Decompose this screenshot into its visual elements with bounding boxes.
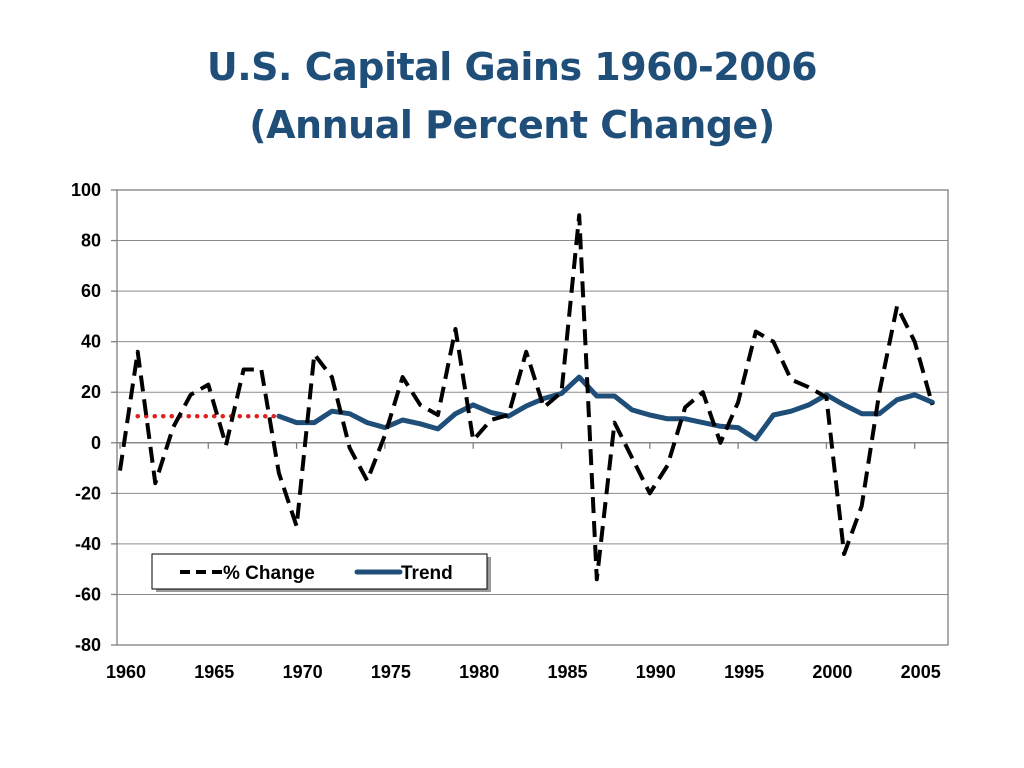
legend-label-trend: Trend [401,563,453,584]
y-tick-label: -60 [75,584,101,604]
legend-box [151,553,488,590]
y-tick-label: -80 [75,635,101,655]
x-tick-label: 1985 [547,662,587,682]
x-tick-label: 1965 [194,662,234,682]
y-tick-label: -40 [75,534,101,554]
x-tick-label: 2005 [901,662,941,682]
chart-title-line-2: (Annual Percent Change) [249,103,775,147]
legend-label-percent-change: % Change [223,563,315,584]
y-tick-label: 0 [91,433,101,453]
legend: % Change Trend [151,553,491,592]
y-tick-label: 80 [81,231,101,251]
y-tick-label: 40 [81,332,101,352]
y-tick-label: 100 [71,180,101,200]
x-tick-label: 1995 [724,662,764,682]
series-line-trend [276,374,935,442]
y-tick-label: 60 [81,281,101,301]
x-tick-label: 1970 [283,662,323,682]
x-tick-label: 2000 [812,662,852,682]
plot-area-frame [116,189,949,646]
chart-title: U.S. Capital Gains 1960-2006 (Annual Per… [0,38,1024,154]
x-tick-label: 1980 [459,662,499,682]
series-line-change [118,213,935,582]
chart-title-line-1: U.S. Capital Gains 1960-2006 [206,45,818,89]
y-tick-label: -20 [75,483,101,503]
x-tick-label: 1960 [106,662,146,682]
y-tick-label: 20 [81,382,101,402]
x-tick-label: 1975 [371,662,411,682]
x-tick-label: 1990 [636,662,676,682]
data-series [118,213,935,582]
